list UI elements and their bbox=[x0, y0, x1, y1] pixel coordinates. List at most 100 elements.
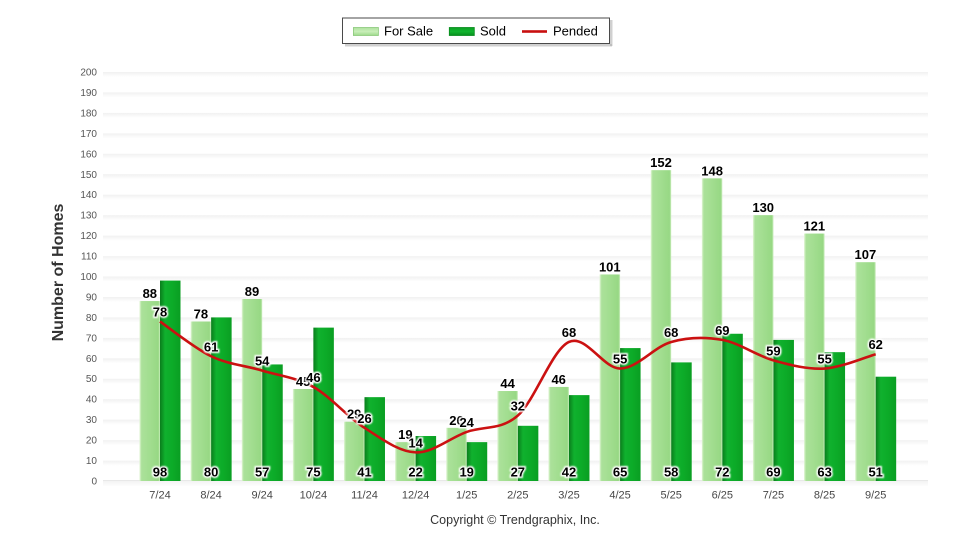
svg-text:10/24: 10/24 bbox=[300, 490, 328, 502]
svg-text:80: 80 bbox=[204, 465, 218, 480]
svg-text:11/24: 11/24 bbox=[351, 490, 378, 502]
svg-text:63: 63 bbox=[817, 465, 831, 480]
svg-text:2/25: 2/25 bbox=[507, 490, 528, 502]
svg-text:32: 32 bbox=[511, 399, 525, 414]
svg-text:46: 46 bbox=[306, 370, 320, 385]
svg-text:46: 46 bbox=[551, 372, 565, 387]
svg-text:42: 42 bbox=[562, 465, 576, 480]
svg-text:22: 22 bbox=[408, 465, 422, 480]
svg-text:88: 88 bbox=[143, 286, 157, 301]
svg-text:22: 22 bbox=[408, 465, 422, 480]
svg-text:55: 55 bbox=[613, 352, 627, 367]
svg-text:19: 19 bbox=[459, 465, 473, 480]
svg-text:152: 152 bbox=[650, 155, 672, 170]
svg-text:190: 190 bbox=[80, 88, 97, 99]
svg-text:55: 55 bbox=[817, 352, 831, 367]
svg-text:19: 19 bbox=[398, 427, 412, 442]
svg-text:24: 24 bbox=[459, 415, 474, 430]
svg-text:55: 55 bbox=[817, 352, 831, 367]
svg-text:121: 121 bbox=[803, 219, 825, 234]
svg-text:8/24: 8/24 bbox=[200, 490, 221, 502]
svg-text:90: 90 bbox=[86, 293, 98, 304]
svg-text:55: 55 bbox=[613, 352, 627, 367]
svg-text:61: 61 bbox=[204, 339, 218, 354]
svg-text:69: 69 bbox=[715, 323, 729, 338]
svg-text:69: 69 bbox=[766, 465, 780, 480]
svg-text:41: 41 bbox=[357, 465, 371, 480]
svg-text:9/25: 9/25 bbox=[865, 490, 886, 502]
svg-text:Copyright © Trendgraphix, Inc.: Copyright © Trendgraphix, Inc. bbox=[430, 513, 600, 527]
svg-text:9/24: 9/24 bbox=[251, 490, 272, 502]
svg-text:69: 69 bbox=[766, 465, 780, 480]
svg-text:59: 59 bbox=[766, 343, 780, 358]
svg-text:60: 60 bbox=[86, 354, 98, 365]
svg-text:4/25: 4/25 bbox=[609, 490, 630, 502]
svg-text:7/25: 7/25 bbox=[763, 490, 784, 502]
svg-text:69: 69 bbox=[715, 323, 729, 338]
svg-text:72: 72 bbox=[715, 465, 729, 480]
svg-text:1/25: 1/25 bbox=[456, 490, 477, 502]
svg-text:130: 130 bbox=[80, 211, 97, 222]
svg-text:45: 45 bbox=[296, 374, 310, 389]
svg-text:63: 63 bbox=[817, 465, 831, 480]
svg-text:32: 32 bbox=[511, 399, 525, 414]
svg-text:170: 170 bbox=[80, 129, 97, 140]
svg-text:68: 68 bbox=[562, 325, 576, 340]
svg-text:50: 50 bbox=[86, 374, 98, 385]
svg-text:78: 78 bbox=[194, 307, 208, 322]
svg-text:78: 78 bbox=[194, 307, 208, 322]
svg-text:20: 20 bbox=[86, 436, 98, 447]
svg-text:120: 120 bbox=[80, 231, 97, 242]
svg-text:72: 72 bbox=[715, 465, 729, 480]
svg-text:160: 160 bbox=[80, 149, 97, 160]
svg-text:75: 75 bbox=[306, 465, 320, 480]
svg-text:26: 26 bbox=[449, 413, 463, 428]
svg-text:6/25: 6/25 bbox=[712, 490, 733, 502]
svg-text:7/24: 7/24 bbox=[149, 490, 170, 502]
svg-text:89: 89 bbox=[245, 284, 259, 299]
svg-text:101: 101 bbox=[599, 260, 621, 275]
svg-text:148: 148 bbox=[701, 163, 723, 178]
svg-text:57: 57 bbox=[255, 465, 269, 480]
svg-text:40: 40 bbox=[86, 395, 98, 406]
svg-text:0: 0 bbox=[91, 477, 97, 488]
svg-text:51: 51 bbox=[868, 465, 882, 480]
svg-text:27: 27 bbox=[511, 465, 525, 480]
svg-text:152: 152 bbox=[650, 155, 672, 170]
svg-text:75: 75 bbox=[306, 465, 320, 480]
svg-text:Pended: Pended bbox=[553, 24, 598, 39]
svg-text:24: 24 bbox=[459, 415, 474, 430]
svg-text:62: 62 bbox=[868, 337, 882, 352]
svg-text:65: 65 bbox=[613, 465, 627, 480]
svg-text:130: 130 bbox=[752, 200, 774, 215]
svg-text:78: 78 bbox=[153, 305, 167, 320]
svg-text:29: 29 bbox=[347, 407, 361, 422]
svg-text:57: 57 bbox=[255, 465, 269, 480]
svg-text:54: 54 bbox=[255, 354, 270, 369]
svg-text:8/25: 8/25 bbox=[814, 490, 835, 502]
svg-text:140: 140 bbox=[80, 190, 97, 201]
svg-text:68: 68 bbox=[562, 325, 576, 340]
svg-text:44: 44 bbox=[500, 376, 515, 391]
svg-text:54: 54 bbox=[255, 354, 270, 369]
svg-text:121: 121 bbox=[803, 219, 825, 234]
svg-text:19: 19 bbox=[459, 465, 473, 480]
svg-text:150: 150 bbox=[80, 170, 97, 181]
svg-text:Number of Homes: Number of Homes bbox=[50, 204, 67, 342]
svg-text:For Sale: For Sale bbox=[384, 24, 433, 39]
svg-text:61: 61 bbox=[204, 339, 218, 354]
svg-text:30: 30 bbox=[86, 415, 98, 426]
svg-text:41: 41 bbox=[357, 465, 371, 480]
svg-text:98: 98 bbox=[153, 465, 167, 480]
svg-text:51: 51 bbox=[868, 465, 882, 480]
svg-text:44: 44 bbox=[500, 376, 515, 391]
svg-text:180: 180 bbox=[80, 108, 97, 119]
svg-text:42: 42 bbox=[562, 465, 576, 480]
svg-text:14: 14 bbox=[408, 435, 423, 450]
svg-text:46: 46 bbox=[306, 370, 320, 385]
svg-text:80: 80 bbox=[86, 313, 98, 324]
svg-text:100: 100 bbox=[80, 272, 97, 283]
svg-text:130: 130 bbox=[752, 200, 774, 215]
svg-text:68: 68 bbox=[664, 325, 678, 340]
svg-text:70: 70 bbox=[86, 333, 98, 344]
